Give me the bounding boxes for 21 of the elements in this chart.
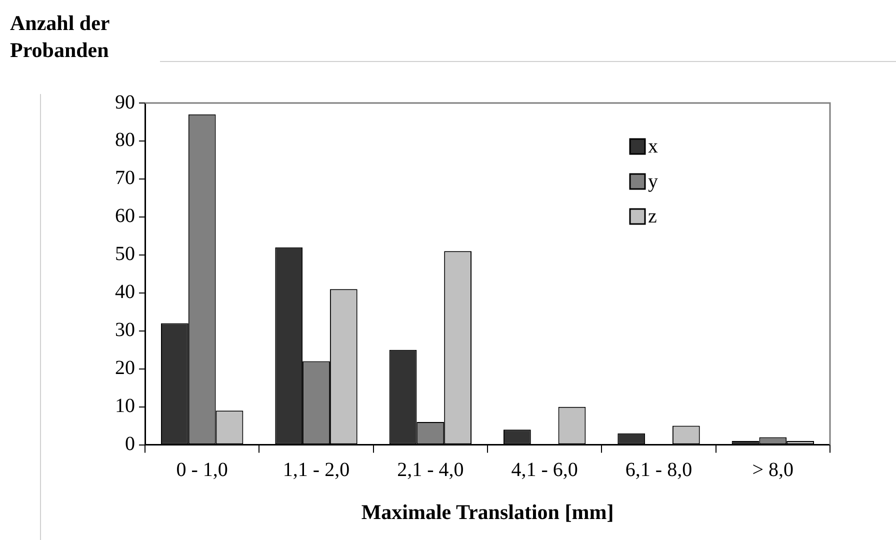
- x-axis-title: Maximale Translation [mm]: [361, 500, 614, 524]
- legend-label: y: [648, 170, 658, 192]
- y-tick-label: 20: [115, 357, 135, 380]
- y-axis-title: Anzahl der Probanden: [10, 10, 110, 64]
- x-tick-label: 4,1 - 6,0: [511, 459, 578, 482]
- x-tick-label: 6,1 - 8,0: [625, 459, 692, 482]
- x-tick-label: 0 - 1,0: [176, 459, 228, 482]
- y-tick-label: 70: [115, 167, 135, 190]
- x-tick-label: > 8,0: [752, 459, 794, 482]
- y-tick-label: 40: [115, 281, 135, 304]
- y-tick-label: 90: [115, 91, 135, 114]
- y-tick-label: 50: [115, 243, 135, 266]
- y-tick-label: 10: [115, 395, 135, 418]
- legend-label: z: [648, 205, 657, 228]
- x-tick-label: 1,1 - 2,0: [282, 459, 350, 482]
- y-tick-label: 60: [115, 205, 135, 228]
- legend-label: x: [648, 135, 658, 158]
- y-tick-label: 0: [125, 433, 135, 456]
- y-tick-label: 80: [115, 129, 135, 152]
- y-tick-label: 30: [115, 319, 135, 342]
- x-tick-label: 2,1 - 4,0: [397, 459, 464, 482]
